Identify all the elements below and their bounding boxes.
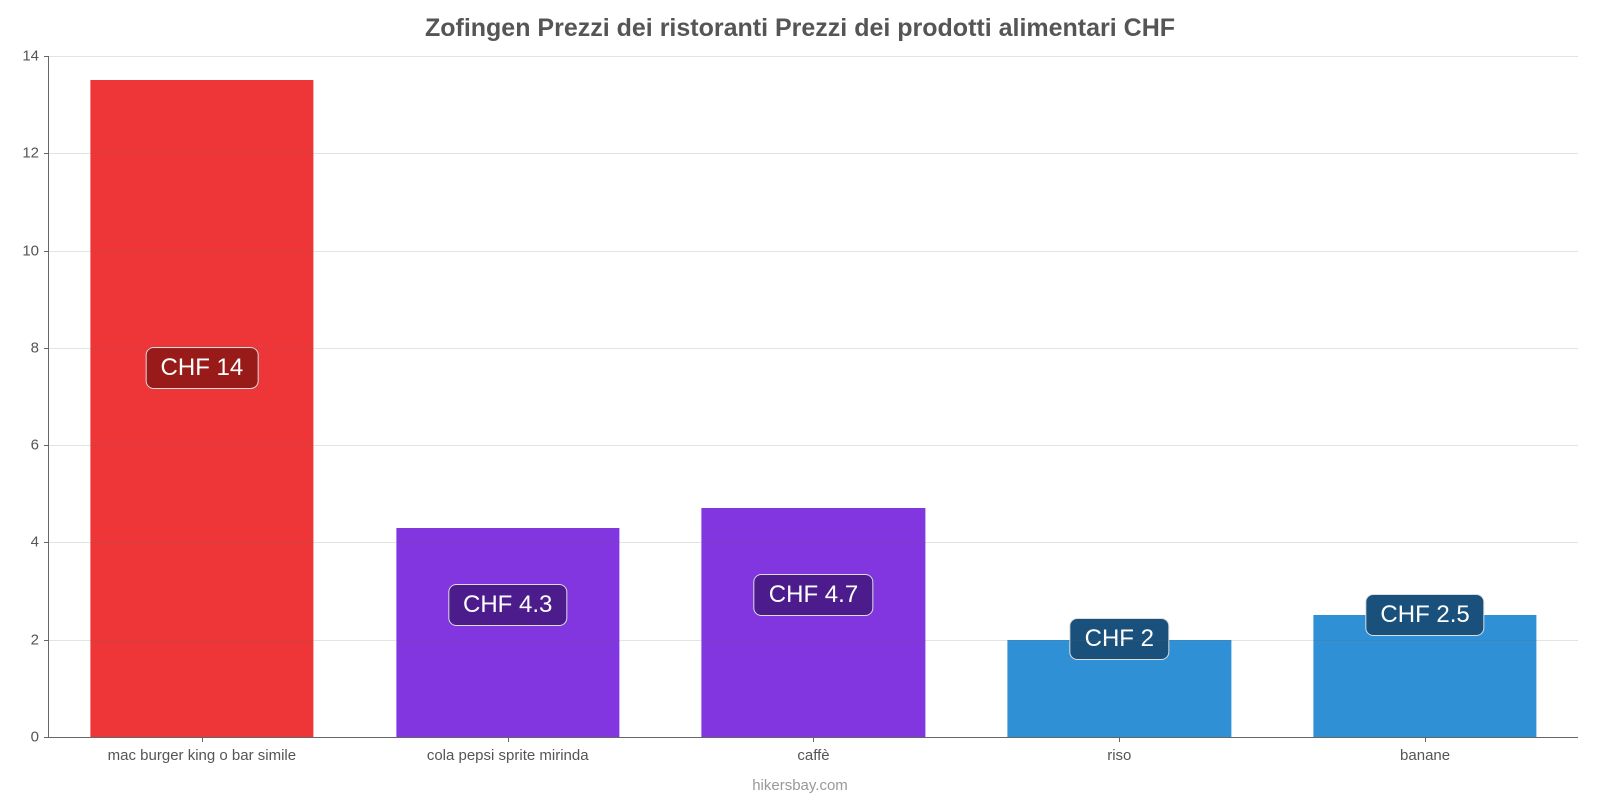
bar-value-label: CHF 4.7 xyxy=(754,574,873,616)
chart-title: Zofingen Prezzi dei ristoranti Prezzi de… xyxy=(0,14,1600,43)
y-tick-label: 10 xyxy=(22,242,49,259)
grid-line xyxy=(49,542,1578,543)
x-category-label: cola pepsi sprite mirinda xyxy=(427,737,589,764)
x-category-label: mac burger king o bar simile xyxy=(108,737,296,764)
y-tick-label: 6 xyxy=(31,437,49,454)
bar-value-label: CHF 14 xyxy=(146,347,259,389)
grid-line xyxy=(49,56,1578,57)
bar-slot: CHF 2riso xyxy=(966,56,1272,737)
bar-value-label: CHF 2.5 xyxy=(1365,594,1484,636)
bar-slot: CHF 14mac burger king o bar simile xyxy=(49,56,355,737)
x-category-label: banane xyxy=(1400,737,1450,764)
plot-area: CHF 14mac burger king o bar simileCHF 4.… xyxy=(48,56,1578,738)
bar xyxy=(396,528,619,737)
bar xyxy=(90,80,313,737)
price-bar-chart: Zofingen Prezzi dei ristoranti Prezzi de… xyxy=(0,0,1600,800)
x-category-label: riso xyxy=(1107,737,1131,764)
grid-line xyxy=(49,445,1578,446)
bar-slot: CHF 4.3cola pepsi sprite mirinda xyxy=(355,56,661,737)
grid-line xyxy=(49,640,1578,641)
y-tick-label: 12 xyxy=(22,145,49,162)
y-tick-label: 4 xyxy=(31,534,49,551)
bar-slot: CHF 2.5banane xyxy=(1272,56,1578,737)
y-tick-label: 14 xyxy=(22,48,49,65)
y-tick-label: 2 xyxy=(31,631,49,648)
bar-value-label: CHF 4.3 xyxy=(448,584,567,626)
y-tick-label: 8 xyxy=(31,339,49,356)
bars-group: CHF 14mac burger king o bar simileCHF 4.… xyxy=(49,56,1578,737)
bar-slot: CHF 4.7caffè xyxy=(661,56,967,737)
attribution-text: hikersbay.com xyxy=(0,777,1600,794)
grid-line xyxy=(49,348,1578,349)
y-tick-label: 0 xyxy=(31,729,49,746)
grid-line xyxy=(49,251,1578,252)
x-category-label: caffè xyxy=(797,737,829,764)
grid-line xyxy=(49,153,1578,154)
